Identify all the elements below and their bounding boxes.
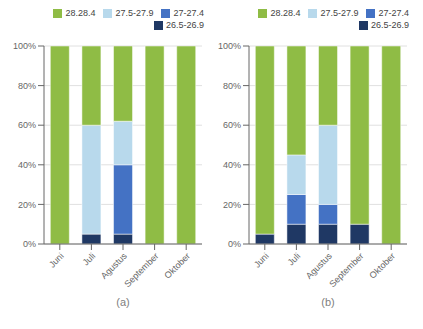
svg-text:(b): (b) [321,296,334,308]
html-text:26.5-26.9: 26.5-26.9 [371,20,409,30]
svg-text:40%: 40% [223,160,241,170]
html-text:28.28.4: 28.28.4 [65,8,96,18]
svg-text:Juli: Juli [286,251,303,268]
html-text:27.5-27.9: 27.5-27.9 [115,8,154,18]
svg-text:40%: 40% [18,160,36,170]
svg-text:20%: 20% [18,200,36,210]
svg-text:0%: 0% [228,239,241,249]
svg-text:Agustus: Agustus [99,251,129,281]
svg-text:Oktober: Oktober [162,251,192,281]
svg-text:0%: 0% [23,239,36,249]
svg-text:80%: 80% [18,81,36,91]
svg-text:September: September [327,251,365,289]
svg-text:20%: 20% [223,200,241,210]
html-text:27-27.4: 27-27.4 [378,8,409,18]
svg-text:Juni: Juni [252,251,271,270]
html-text:26.5-26.9: 26.5-26.9 [166,20,204,30]
svg-text:Juni: Juni [47,251,66,270]
svg-text:(a): (a) [116,296,129,308]
svg-text:100%: 100% [13,41,36,51]
svg-text:60%: 60% [223,120,241,130]
svg-text:80%: 80% [223,81,241,91]
html-text:27-27.4: 27-27.4 [173,8,204,18]
html-text:28.28.4: 28.28.4 [270,8,301,18]
svg-text:60%: 60% [18,120,36,130]
svg-text:Oktober: Oktober [367,251,397,281]
svg-text:September: September [122,251,160,289]
svg-text:Agustus: Agustus [304,251,334,281]
html-text:27.5-27.9: 27.5-27.9 [320,8,359,18]
svg-text:100%: 100% [218,41,241,51]
svg-text:Juli: Juli [81,251,98,268]
